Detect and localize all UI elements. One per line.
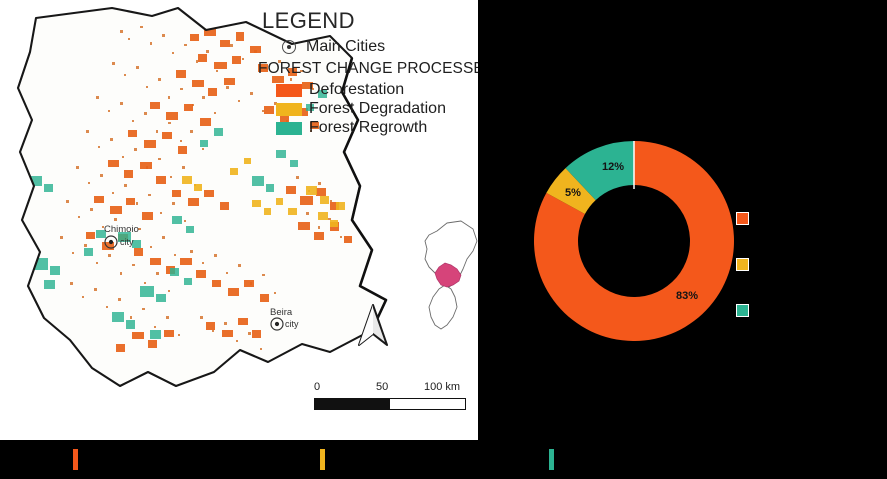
scalebar-tick-100: 100 km (424, 381, 461, 393)
legend: LEGEND Main Cities FOREST CHANGE PROCESS… (258, 8, 478, 138)
legend-item-deforestation: Deforestation (276, 81, 473, 99)
legend-item-label-main-cities: Main Cities (306, 38, 386, 55)
stat-accent-bar-degradation (320, 449, 326, 470)
city-label-beira: Beira (270, 307, 293, 318)
donut-slice-regrowth (565, 141, 634, 201)
legend-title: LEGEND (262, 8, 355, 33)
legend-item-forest-regrowth: Forest Regrowth (276, 119, 473, 137)
circled-dot-icon (282, 40, 296, 54)
scalebar-tick-50: 50 (376, 381, 389, 393)
scalebar-labels: 0 50 100 km (314, 381, 466, 395)
donut-chart: 83% 5% 12% (528, 135, 740, 347)
mozambique-locator-inset (424, 220, 478, 330)
legend-item-label-forest-regrowth: Forest Regrowth (309, 119, 428, 136)
north-arrow-icon (358, 304, 388, 346)
stat-degradation: Degradation: 2 400 ha/year (320, 449, 534, 470)
stat-text-regrowth: Regrowth: 5 610 ha/year (561, 450, 744, 468)
swatch-forest-degradation (276, 102, 302, 116)
city-label-chimoio: Chimoio (104, 224, 139, 235)
swatch-deforestation (276, 83, 302, 97)
scalebar-segment (352, 399, 390, 409)
stat-accent-bar-deforestation (73, 449, 78, 470)
legend-item-main-cities: Main Cities (276, 38, 473, 56)
donut-chart-svg (534, 141, 734, 341)
stat-regrowth: Regrowth: 5 610 ha/year (549, 449, 743, 470)
donut-legend-swatch-degradation[interactable] (736, 258, 749, 271)
stat-text-degradation: Degradation: 2 400 ha/year (332, 450, 534, 468)
stat-text-deforestation: Deforestation: 38 550 ha/year (85, 450, 305, 468)
stat-accent-bar-regrowth (549, 449, 555, 470)
legend-item-label-forest-degradation: Forest Degradation (309, 100, 446, 117)
donut-legend-swatch-regrowth[interactable] (736, 304, 749, 317)
scalebar: 0 50 100 km (314, 381, 466, 410)
donut-chart-legend (736, 212, 760, 322)
donut-slice-degradation (546, 168, 596, 215)
stat-deforestation: Deforestation: 38 550 ha/year (73, 449, 305, 470)
city-sublabel-beira: city (285, 319, 299, 329)
donut-chart-panel: 83% 5% 12% (478, 0, 887, 440)
legend-item-label-deforestation: Deforestation (309, 81, 405, 98)
legend-subtitle: FOREST CHANGE PROCESSES (258, 60, 478, 77)
scalebar-segment (427, 399, 465, 409)
swatch-forest-regrowth (276, 121, 302, 135)
footer-stats-bar: Deforestation: 38 550 ha/year Degradatio… (0, 440, 887, 479)
city-marker-beira (270, 317, 284, 331)
map-panel: Chimoio city Beira city LEGEND Main Citi… (0, 0, 478, 440)
donut-slice-deforestation (534, 141, 734, 341)
city-marker-chimoio (104, 235, 118, 249)
city-sublabel-chimoio: city (120, 237, 134, 247)
scalebar-segment (390, 399, 428, 409)
legend-item-forest-degradation: Forest Degradation (276, 100, 473, 118)
scalebar-bar (314, 398, 466, 410)
scalebar-segment (315, 399, 353, 409)
donut-legend-swatch-deforestation[interactable] (736, 212, 749, 225)
scalebar-tick-0: 0 (314, 381, 321, 393)
